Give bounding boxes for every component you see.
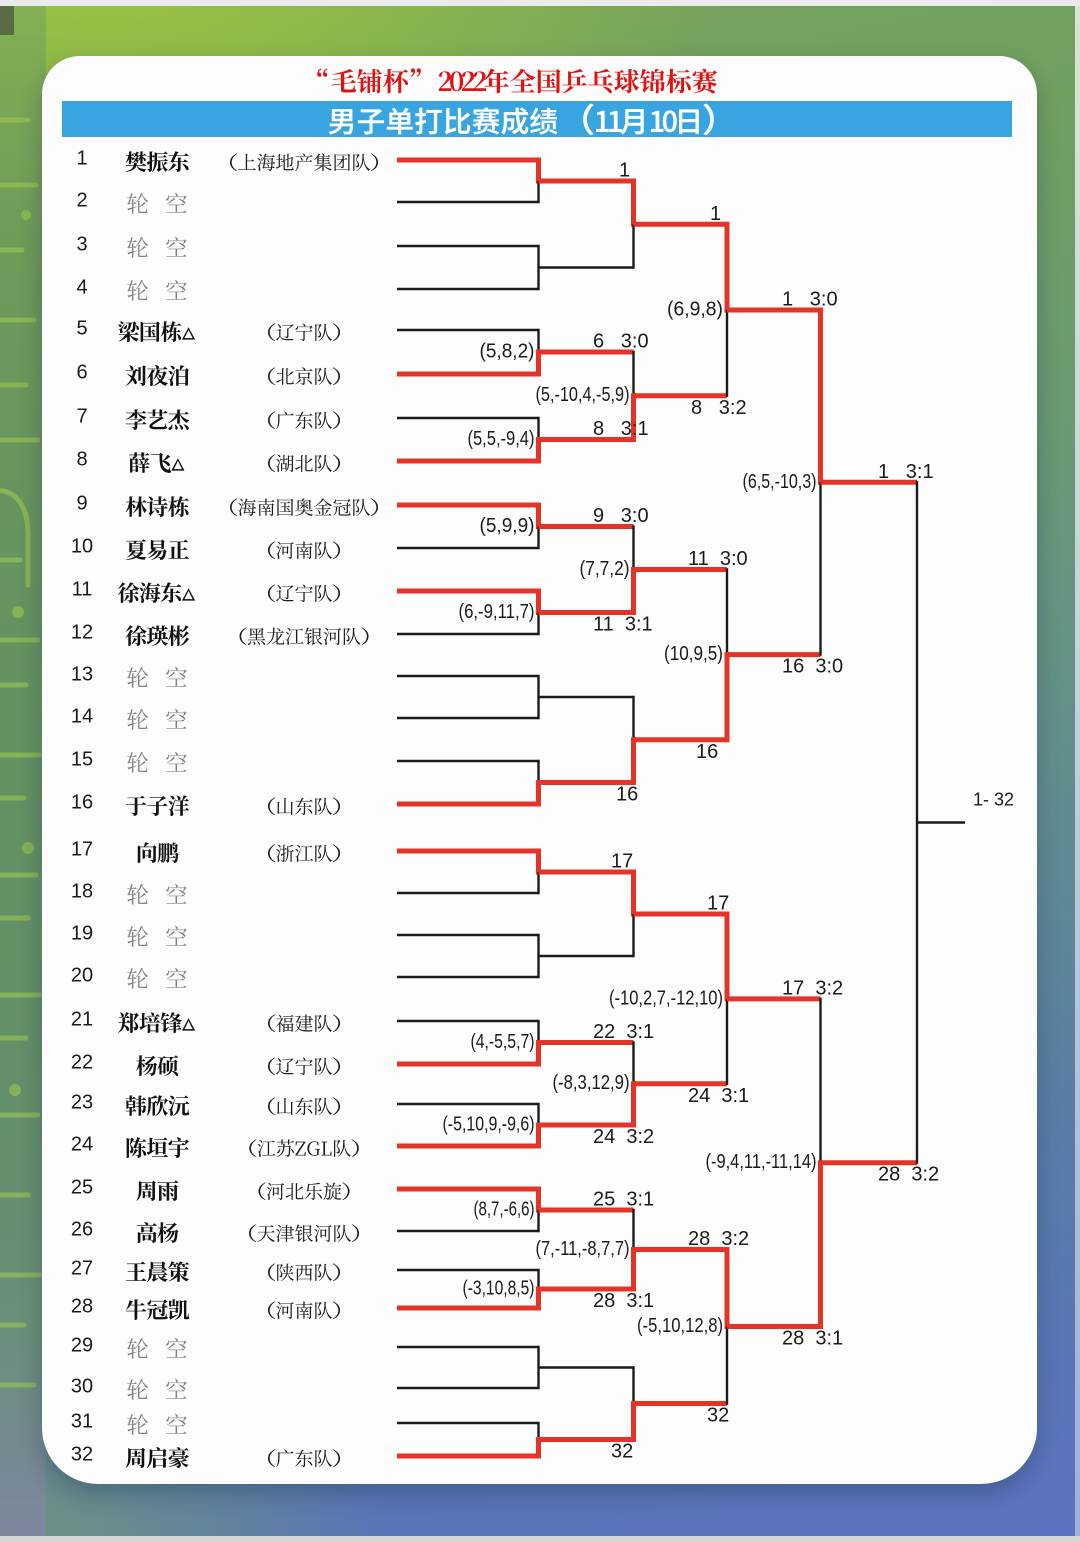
svg-text:12: 12 xyxy=(71,622,93,644)
svg-text:(8,7,-6,6): (8,7,-6,6) xyxy=(474,1199,535,1221)
svg-text:(5,-10,4,-5,9): (5,-10,4,-5,9) xyxy=(536,384,630,406)
svg-text:(6,-9,11,7): (6,-9,11,7) xyxy=(459,601,535,623)
svg-text:(4,-5,5,7): (4,-5,5,7) xyxy=(471,1031,535,1053)
svg-text:28 3:2: 28 3:2 xyxy=(878,1164,939,1186)
svg-text:24 3:2: 24 3:2 xyxy=(593,1126,654,1148)
svg-text:4: 4 xyxy=(76,277,87,299)
svg-text:8 3:1: 8 3:1 xyxy=(593,418,649,440)
svg-text:1- 32: 1- 32 xyxy=(973,790,1014,810)
svg-text:32: 32 xyxy=(611,1441,633,1463)
svg-text:9: 9 xyxy=(76,493,87,515)
svg-text:(6,9,8): (6,9,8) xyxy=(667,299,723,321)
svg-text:6 3:0: 6 3:0 xyxy=(593,331,649,353)
svg-text:6: 6 xyxy=(76,362,87,384)
svg-text:5: 5 xyxy=(76,318,87,340)
svg-text:(5,8,2): (5,8,2) xyxy=(480,341,535,363)
svg-text:31: 31 xyxy=(71,1411,93,1433)
svg-text:26: 26 xyxy=(71,1219,93,1241)
svg-text:11: 11 xyxy=(72,579,93,601)
svg-text:(5,5,-9,4): (5,5,-9,4) xyxy=(468,428,535,450)
svg-text:(7,-11,-8,7,7): (7,-11,-8,7,7) xyxy=(536,1238,630,1260)
svg-text:7: 7 xyxy=(76,406,87,428)
svg-text:1: 1 xyxy=(76,148,87,170)
svg-text:18: 18 xyxy=(71,881,93,903)
svg-text:2: 2 xyxy=(76,190,87,212)
svg-text:27: 27 xyxy=(71,1258,93,1280)
svg-text:1 3:0: 1 3:0 xyxy=(782,289,838,311)
svg-text:13: 13 xyxy=(71,664,93,686)
svg-text:(-9,4,11,-11,14): (-9,4,11,-11,14) xyxy=(706,1151,817,1173)
svg-text:(-3,10,8,5): (-3,10,8,5) xyxy=(463,1278,535,1300)
svg-text:(10,9,5): (10,9,5) xyxy=(664,643,723,665)
svg-text:1: 1 xyxy=(710,203,721,225)
svg-text:15: 15 xyxy=(71,749,93,771)
svg-text:28: 28 xyxy=(71,1296,93,1318)
svg-text:17: 17 xyxy=(71,839,93,861)
svg-text:16 3:0: 16 3:0 xyxy=(782,656,843,678)
svg-text:17 3:2: 17 3:2 xyxy=(782,977,843,999)
svg-text:32: 32 xyxy=(707,1405,729,1427)
svg-text:28 3:1: 28 3:1 xyxy=(593,1290,654,1312)
svg-text:30: 30 xyxy=(71,1376,93,1398)
svg-text:8: 8 xyxy=(76,449,87,471)
svg-text:14: 14 xyxy=(71,706,93,728)
svg-text:1: 1 xyxy=(619,160,630,182)
svg-text:23: 23 xyxy=(71,1092,93,1114)
svg-text:(-5,10,12,8): (-5,10,12,8) xyxy=(637,1315,723,1337)
svg-text:25: 25 xyxy=(71,1177,93,1199)
svg-text:3: 3 xyxy=(76,234,87,256)
svg-text:17: 17 xyxy=(707,893,729,915)
svg-text:10: 10 xyxy=(71,536,93,558)
svg-text:16: 16 xyxy=(71,792,93,814)
svg-text:24: 24 xyxy=(71,1134,93,1156)
svg-text:21: 21 xyxy=(71,1009,93,1031)
svg-text:25 3:1: 25 3:1 xyxy=(593,1189,654,1211)
svg-text:8 3:2: 8 3:2 xyxy=(691,397,747,419)
svg-text:32: 32 xyxy=(71,1444,93,1466)
svg-text:16: 16 xyxy=(696,741,718,763)
svg-text:29: 29 xyxy=(71,1335,93,1357)
svg-text:(-5,10,9,-9,6): (-5,10,9,-9,6) xyxy=(443,1114,535,1136)
svg-text:9 3:0: 9 3:0 xyxy=(593,505,649,527)
svg-text:1 3:1: 1 3:1 xyxy=(878,461,934,483)
svg-text:22: 22 xyxy=(71,1052,93,1074)
svg-text:28 3:2: 28 3:2 xyxy=(688,1228,749,1250)
svg-text:28 3:1: 28 3:1 xyxy=(782,1328,843,1350)
svg-text:(-8,3,12,9): (-8,3,12,9) xyxy=(553,1072,630,1094)
svg-text:11 3:1: 11 3:1 xyxy=(593,614,653,636)
svg-text:19: 19 xyxy=(71,923,93,945)
svg-text:(5,9,9): (5,9,9) xyxy=(480,515,535,537)
svg-text:(6,5,-10,3): (6,5,-10,3) xyxy=(743,471,817,493)
svg-text:(-10,2,7,-12,10): (-10,2,7,-12,10) xyxy=(609,987,723,1009)
svg-text:11 3:0: 11 3:0 xyxy=(688,548,748,570)
svg-text:20: 20 xyxy=(71,965,93,987)
svg-text:24 3:1: 24 3:1 xyxy=(688,1085,749,1107)
svg-text:17: 17 xyxy=(611,851,633,873)
svg-text:16: 16 xyxy=(616,784,638,806)
svg-text:(7,7,2): (7,7,2) xyxy=(580,558,630,580)
svg-text:22 3:1: 22 3:1 xyxy=(593,1021,654,1043)
